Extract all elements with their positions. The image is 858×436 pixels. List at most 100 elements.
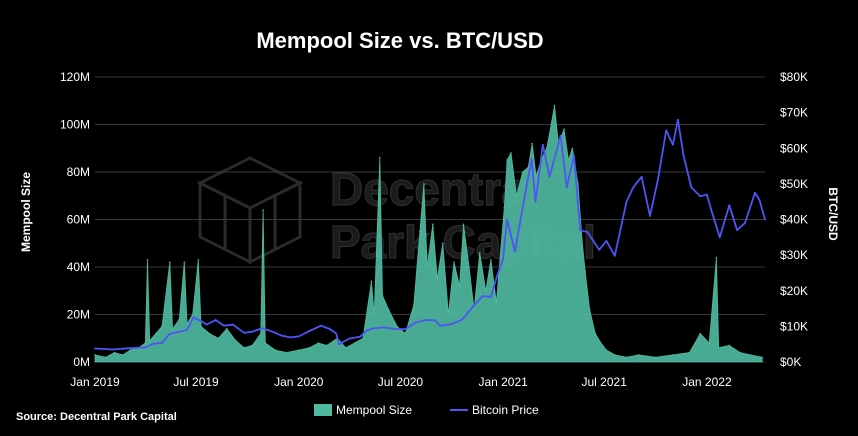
price-point [393,328,396,330]
mempool-point [447,313,450,316]
mempool-point [308,347,311,349]
mempool-point [370,280,373,283]
price-point [764,218,766,221]
price-point [434,319,436,322]
price-point [359,335,362,338]
price-point [461,318,464,321]
mempool-point [715,256,718,259]
mempool-point [317,342,320,344]
mempool-point [584,271,586,273]
price-point [541,143,544,146]
y-right-ticks: $0K $10K $20K $30K $40K $50K $60K $70K $80K [780,70,808,369]
mempool-point [148,339,151,342]
price-point [744,222,746,225]
mempool-point [208,332,211,335]
mempool-point [344,347,347,349]
mempool-point [506,159,508,161]
y-axis-label-left: Mempool Size [19,172,33,252]
mempool-point [285,351,288,354]
x-tick-label: Jan 2022 [682,375,732,389]
legend-label-price: Bitcoin Price [472,403,539,417]
x-tick-label: Jul 2021 [582,375,628,389]
price-point [168,333,171,335]
price-point [232,323,234,326]
mempool-point [155,332,157,335]
mempool-point [260,332,262,335]
mempool-point [436,278,439,280]
price-point [414,321,416,324]
price-point [214,319,217,321]
mempool-point [761,356,763,359]
mempool-point [381,294,384,297]
price-point [565,186,568,189]
legend: Mempool Size Bitcoin Price [314,403,539,417]
price-point [261,327,263,330]
price-point [530,158,533,160]
mempool-point [478,252,481,254]
mempool-point [387,309,390,311]
mempool-point [264,342,267,344]
mempool-point [243,347,245,349]
price-point [586,231,589,233]
price-point [271,330,274,333]
price-point [404,328,407,331]
mempool-point [197,259,200,261]
mempool-point [605,349,608,351]
x-tick-label: Jul 2020 [378,375,424,389]
price-point [280,334,283,337]
mempool-point [600,342,602,344]
mempool-point [699,332,701,335]
mempool-point [171,328,174,330]
price-point [573,154,575,157]
price-point [481,295,484,297]
mempool-point [442,242,444,245]
x-tick-label: Jan 2019 [70,375,120,389]
mempool-point [588,309,591,311]
price-point [127,347,129,350]
mempool-point [191,313,194,316]
mempool-point [453,261,455,264]
mempool-point [426,266,429,268]
x-tick-label: Jan 2020 [274,375,324,389]
mempool-point [104,356,107,359]
mempool-point [129,349,131,351]
price-point [495,277,498,280]
price-point [711,211,713,214]
price-point [205,323,208,326]
price-point [758,199,761,201]
mempool-point [654,356,657,359]
y-right-tick-label: $30K [780,248,808,262]
y-left-tick-label: 40M [67,260,90,274]
price-point [605,240,608,242]
price-point [94,347,96,350]
mempool-point [432,223,434,226]
mempool-point [495,301,498,304]
mempool-point [708,342,710,344]
mempool-point [362,337,364,340]
mempool-point [217,337,220,340]
price-point [579,229,582,232]
y-right-tick-label: $80K [780,70,808,84]
price-point [338,343,340,346]
price-point [506,218,508,221]
legend-swatch-mempool [314,404,332,416]
price-point [728,204,731,207]
y-left-tick-label: 100M [60,118,90,132]
price-point [335,332,338,335]
mempool-point [567,159,570,161]
price-point [200,320,203,322]
price-point [677,118,679,121]
mempool-point [353,342,356,344]
mempool-point [419,230,421,233]
mempool-point [571,147,574,150]
series-price-line [94,118,766,351]
mempool-point [234,339,237,342]
mempool-point [739,351,741,354]
price-layer [94,118,766,351]
y-left-ticks: 0M 20M 40M 60M 80M 100M 120M [60,70,90,369]
chart-title: Mempool Size vs. BTC/USD [256,28,543,53]
mempool-point [423,183,425,185]
mempool-point [94,354,96,356]
price-point [649,215,651,217]
